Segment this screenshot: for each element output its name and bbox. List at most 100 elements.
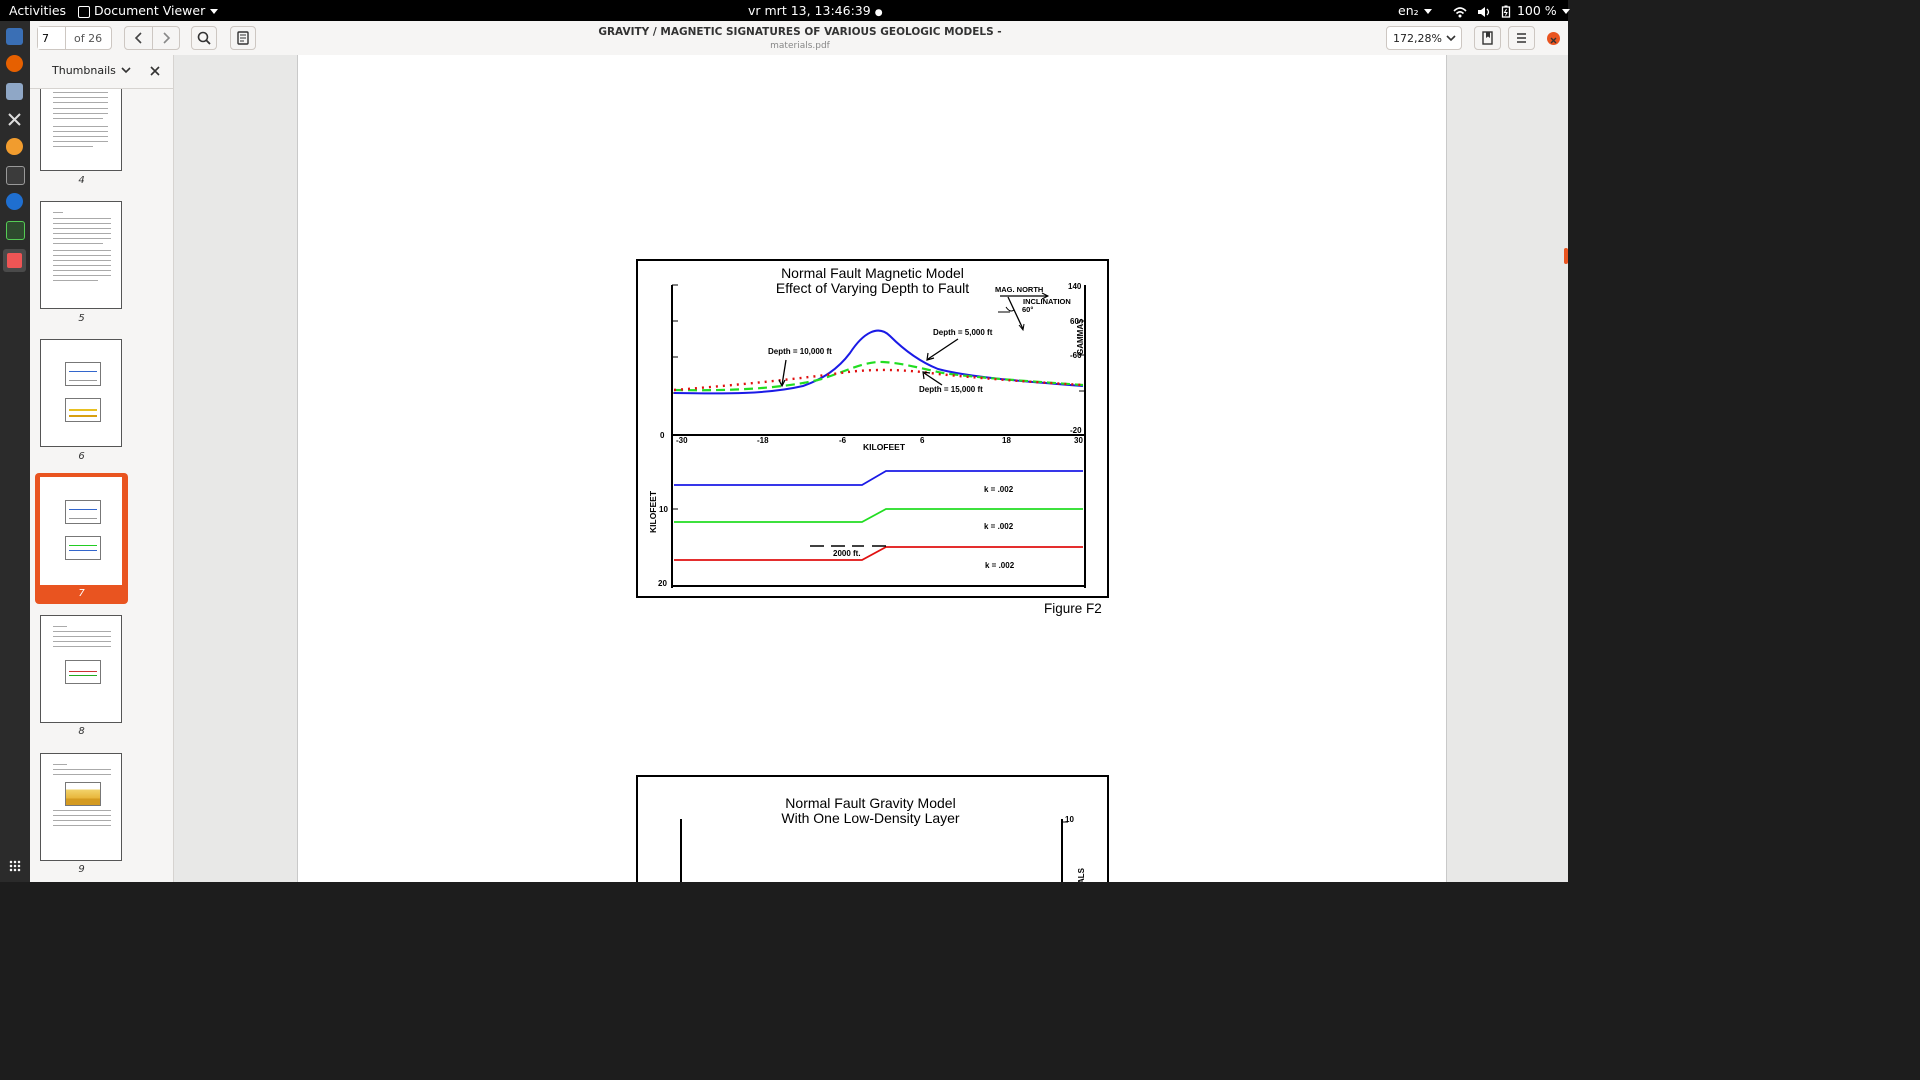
thumbnail-page-9[interactable] (40, 753, 122, 861)
figure-gravity-model: Normal Fault Gravity Model With One Low-… (636, 775, 1109, 882)
firefox-icon[interactable] (6, 55, 23, 72)
thumbnail-label: 9 (78, 864, 85, 875)
dock (0, 21, 31, 882)
depth-10000-label: Depth = 10,000 ft (768, 347, 832, 356)
depth-5000-label: Depth = 5,000 ft (933, 328, 993, 337)
y-left-axis-label: KILOFEET (648, 490, 658, 533)
inclination-degrees: 60° (1022, 305, 1034, 314)
annotations-icon (237, 31, 249, 45)
next-page-button[interactable] (153, 27, 180, 49)
zero-label: 0 (660, 431, 665, 440)
close-sidebar-icon[interactable] (149, 65, 161, 77)
y-left-tick: 20 (658, 579, 667, 588)
figure2-title-line2: With One Low-Density Layer (781, 810, 960, 826)
curve-depth-5000 (673, 329, 1084, 395)
thumbnail-list: 4 5 6 7 8 9 (30, 89, 173, 882)
curve-depth-15000 (673, 368, 1084, 392)
document-title: GRAVITY / MAGNETIC SIGNATURES OF VARIOUS… (598, 26, 1002, 38)
page-total: of 26 (74, 32, 103, 45)
thumbnail-label: 6 (78, 451, 85, 462)
sidebar-header: Thumbnails (30, 55, 173, 89)
fault-throw-label: 2000 ft. (833, 549, 861, 558)
scroll-indicator[interactable] (1564, 248, 1568, 264)
x-tick: -18 (757, 436, 769, 445)
figure-magnetic-model: Normal Fault Magnetic Model Effect of Va… (636, 259, 1109, 598)
document-filename: materials.pdf (770, 41, 830, 51)
chat-app-icon[interactable] (6, 193, 23, 210)
zoom-select[interactable]: 172,28% (1386, 26, 1462, 50)
mag-north-label: MAG. NORTH (995, 285, 1044, 294)
system-menu[interactable]: 100 % (1453, 0, 1570, 21)
language-label: en₂ (1398, 3, 1419, 18)
chevron-down-icon (1423, 9, 1432, 14)
terminal-icon[interactable] (6, 166, 25, 185)
chevron-down-icon (1561, 9, 1570, 14)
gravity-profile-plot (680, 819, 1068, 882)
search-button[interactable] (191, 26, 217, 50)
chevron-down-icon[interactable] (120, 66, 132, 76)
figure-title-line1: Normal Fault Magnetic Model (781, 265, 964, 281)
chevron-down-icon (1446, 35, 1456, 42)
page-number-input[interactable] (38, 27, 66, 49)
y-right-tick: -20 (1070, 426, 1082, 435)
y-right-tick: 60 (1070, 317, 1079, 326)
battery-icon (1501, 5, 1511, 18)
layer-depth-15000 (674, 546, 1083, 561)
layer-depth-10000 (674, 508, 1083, 523)
k-value-label: k = .002 (984, 522, 1014, 531)
thumbnail-page-7[interactable] (40, 477, 122, 585)
nav-group (124, 26, 180, 50)
magnetic-profile-plot (671, 284, 1086, 588)
x-tick: 6 (920, 436, 925, 445)
thumbnail-page-6[interactable] (40, 339, 122, 447)
language-menu[interactable]: en₂ (1398, 0, 1432, 21)
thumbnail-page-5[interactable] (40, 201, 122, 309)
notes-app-icon[interactable] (6, 28, 23, 45)
thumbnails-sidebar: Thumbnails 4 5 6 7 8 (30, 55, 174, 882)
figure2-y-right-tick: 10 (1065, 815, 1074, 824)
x-tick: 30 (1074, 436, 1083, 445)
activities-button[interactable]: Activities (9, 3, 67, 18)
document-view[interactable]: Normal Fault Magnetic Model Effect of Va… (174, 55, 1568, 882)
clock[interactable]: vr mrt 13, 13:46:39 ● (748, 0, 883, 21)
header-bar: of 26 GRAVITY / MAGNETIC SIGNATURES OF V… (30, 21, 1568, 56)
transmission-icon[interactable] (6, 138, 23, 155)
hamburger-menu-icon (1517, 33, 1526, 43)
thumbnail-page-8[interactable] (40, 615, 122, 723)
annotations-button[interactable] (230, 26, 256, 50)
show-apps-icon[interactable] (9, 860, 21, 872)
document-viewer-dock-icon[interactable] (3, 249, 26, 272)
y-right-tick: 140 (1068, 282, 1082, 291)
depth-15000-label: Depth = 15,000 ft (919, 385, 983, 394)
system-monitor-icon[interactable] (6, 221, 25, 240)
document-viewer-icon (78, 5, 90, 18)
top-bar: Activities Document Viewer vr mrt 13, 13… (0, 0, 1570, 21)
thumbnail-page-4[interactable] (40, 89, 122, 171)
thumbnail-label: 5 (78, 313, 85, 324)
thumbnail-label: 7 (78, 588, 85, 599)
chevron-down-icon (210, 9, 219, 14)
clock-text: vr mrt 13, 13:46:39 (748, 3, 871, 18)
volume-icon (1477, 6, 1490, 17)
app-menu[interactable]: Document Viewer (78, 0, 219, 21)
previous-page-button[interactable] (125, 27, 153, 49)
k-value-label: k = .002 (984, 485, 1014, 494)
files-icon[interactable] (6, 83, 23, 100)
bookmark-button[interactable] (1474, 26, 1501, 50)
close-window-button[interactable] (1547, 32, 1560, 45)
figure2-y-right-axis-label: ALS (1077, 868, 1086, 882)
main-menu-button[interactable] (1508, 26, 1535, 50)
curve-depth-10000 (673, 360, 1084, 392)
search-icon (197, 31, 211, 45)
thumbnail-label: 4 (78, 175, 85, 186)
figure-title-line2: Effect of Varying Depth to Fault (775, 280, 970, 296)
zoom-level: 172,28% (1393, 32, 1442, 45)
tools-icon[interactable] (6, 111, 23, 128)
x-tick: 18 (1002, 436, 1011, 445)
battery-label: 100 % (1516, 3, 1557, 18)
figure2-title-line1: Normal Fault Gravity Model (785, 795, 956, 811)
y-right-axis-label: GAMMAS (1076, 318, 1085, 355)
x-axis-label: KILOFEET (863, 442, 906, 452)
sidebar-title[interactable]: Thumbnails (52, 64, 116, 77)
close-icon (1550, 37, 1557, 44)
